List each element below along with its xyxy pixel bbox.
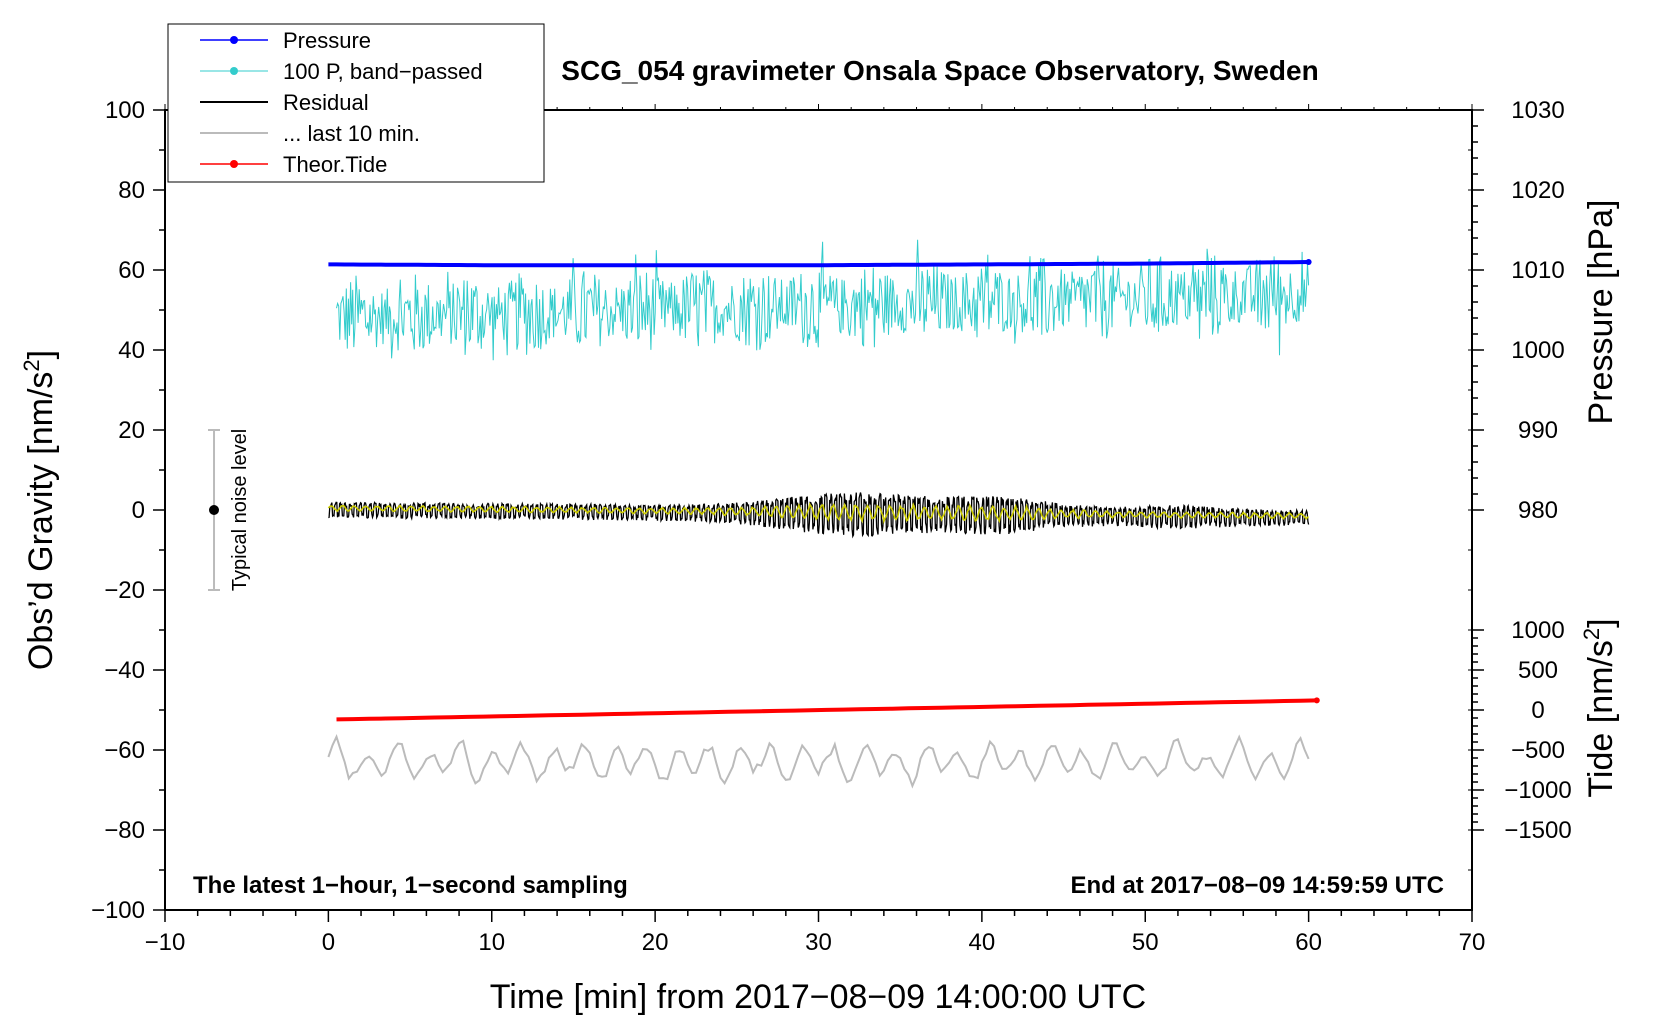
legend-label: Residual: [283, 90, 369, 115]
legend-label: Theor.Tide: [283, 152, 387, 177]
legend: Pressure 100 P, band−passed Residual ... la…: [167, 23, 545, 183]
x-tick-label: 30: [805, 929, 832, 956]
end-time-note: End at 2017−08−09 14:59:59 UTC: [1070, 872, 1444, 899]
right-tick-label: −1500: [1504, 817, 1571, 844]
series-layer: [327, 239, 1320, 789]
series-theoretical-tide: [336, 698, 1317, 722]
right-tick-label: 1010: [1511, 257, 1564, 284]
legend-box: [167, 23, 545, 183]
pressure-end-point: [1305, 259, 1312, 265]
tide-axis-label: Tide [nm/s2]: [1579, 618, 1620, 797]
right-tick-label: 990: [1518, 417, 1558, 444]
y-tick-label: 60: [118, 257, 145, 284]
x-tick-label: 10: [478, 929, 505, 956]
right-tick-label: −500: [1511, 737, 1565, 764]
x-tick-label: 60: [1295, 929, 1322, 956]
pressure-axis-ticks: 980 990 1000 1010 1020 1030: [1472, 97, 1565, 524]
x-tick-label: 70: [1459, 929, 1486, 956]
legend-label: Pressure: [283, 28, 371, 53]
y-tick-label: −100: [91, 897, 145, 924]
x-tick-label: 20: [642, 929, 669, 956]
legend-marker: [230, 36, 238, 44]
x-axis-ticks: −10 0 10 20 30 40 50 60 70: [145, 104, 1486, 956]
x-tick-label: 50: [1132, 929, 1159, 956]
pressure-axis-label: Pressure [hPa]: [1582, 200, 1620, 425]
y-tick-label: 100: [105, 97, 145, 124]
x-tick-label: 0: [322, 929, 335, 956]
y-axis-ticks: −100 −80 −60 −40 −20 0 20 40 60 80 100: [91, 97, 1472, 924]
x-tick-label: 40: [969, 929, 996, 956]
right-tick-label: 1030: [1511, 97, 1564, 124]
y-tick-label: 80: [118, 177, 145, 204]
x-axis-label: Time [min] from 2017−08−09 14:00:00 UTC: [490, 978, 1146, 1016]
sampling-note: The latest 1−hour, 1−second sampling: [193, 872, 628, 899]
legend-label: ... last 10 min.: [283, 121, 420, 146]
series-band-passed-pressure: [336, 239, 1310, 361]
series-pressure: [328, 260, 1309, 268]
y-tick-label: 0: [132, 497, 145, 524]
y-tick-label: 40: [118, 337, 145, 364]
noise-bar-center: [209, 505, 220, 515]
legend-marker: [230, 67, 238, 75]
x-tick-label: −10: [145, 929, 186, 956]
right-tick-label: 980: [1518, 497, 1558, 524]
y-axis-label: Obs’d Gravity [nm/s2]: [19, 350, 60, 670]
y-tick-label: 20: [118, 417, 145, 444]
noise-level-bar: [208, 429, 221, 591]
y-tick-label: −20: [104, 577, 145, 604]
right-tick-label: 1020: [1511, 177, 1564, 204]
legend-label: 100 P, band−passed: [283, 59, 483, 84]
right-tick-label: 1000: [1511, 617, 1564, 644]
legend-marker: [230, 160, 238, 168]
y-tick-label: −40: [104, 657, 145, 684]
right-tick-label: 500: [1518, 657, 1558, 684]
right-tick-label: 1000: [1511, 337, 1564, 364]
noise-level-label: Typical noise level: [229, 429, 251, 591]
y-tick-label: −60: [104, 737, 145, 764]
right-tick-label: −1000: [1504, 777, 1571, 804]
y-tick-label: −80: [104, 817, 145, 844]
tide-end-point: [1313, 697, 1320, 704]
right-tick-label: 0: [1531, 697, 1544, 724]
chart-title: SCG_054 gravimeter Onsala Space Observat…: [561, 55, 1318, 86]
series-residual-smoothed: [327, 502, 1309, 525]
series-last-10-min: [327, 734, 1310, 789]
tide-axis-ticks: −1500 −1000 −500 0 500 1000: [1472, 617, 1572, 844]
